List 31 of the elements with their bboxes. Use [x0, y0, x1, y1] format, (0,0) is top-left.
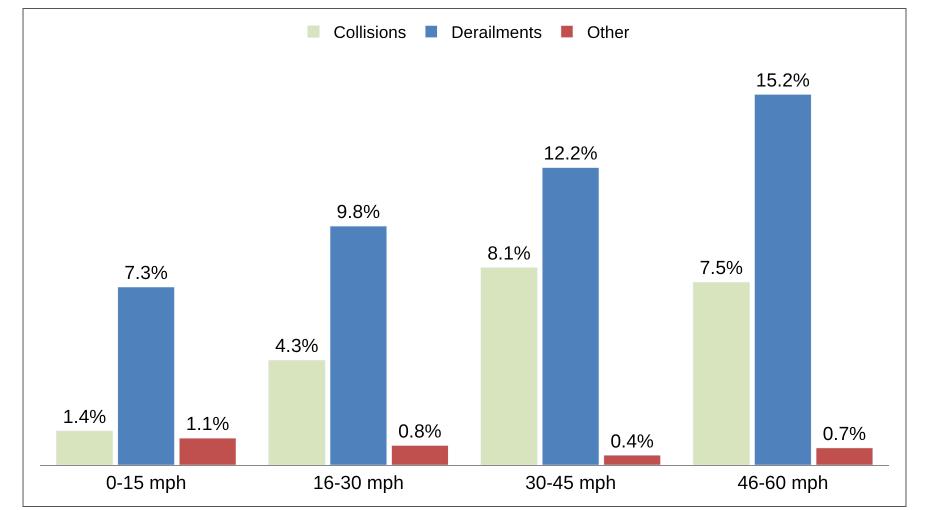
bar	[692, 282, 750, 465]
x-tick-label: 16-30 mph	[312, 472, 404, 494]
bar	[179, 438, 236, 465]
bar	[754, 94, 812, 465]
data-label: 0.7%	[822, 424, 866, 445]
bar	[56, 430, 114, 465]
data-label: 7.5%	[700, 258, 744, 280]
legend-label: Derailments	[451, 23, 542, 42]
data-label: 0.4%	[610, 431, 654, 452]
bar	[542, 167, 600, 465]
data-label: 15.2%	[756, 70, 810, 92]
bar	[391, 445, 448, 465]
data-label: 9.8%	[336, 202, 380, 224]
data-label: 8.1%	[487, 244, 531, 265]
data-label: 1.4%	[62, 406, 106, 428]
data-label: 1.1%	[186, 414, 230, 436]
bar	[330, 226, 387, 465]
data-label: 12.2%	[544, 144, 598, 165]
bar	[268, 360, 326, 465]
bar	[118, 286, 175, 465]
legend-label: Collisions	[334, 23, 406, 42]
data-label: 7.3%	[124, 263, 168, 284]
x-tick-label: 46-60 mph	[737, 472, 828, 494]
bar	[480, 267, 538, 465]
bar	[604, 455, 661, 465]
bar	[816, 448, 873, 465]
x-tick-label: 0-15 mph	[106, 472, 186, 494]
x-tick-label: 30-45 mph	[525, 472, 616, 494]
legend-label: Other	[586, 23, 630, 42]
data-label: 0.8%	[398, 422, 442, 442]
data-label: 4.3%	[275, 336, 319, 358]
